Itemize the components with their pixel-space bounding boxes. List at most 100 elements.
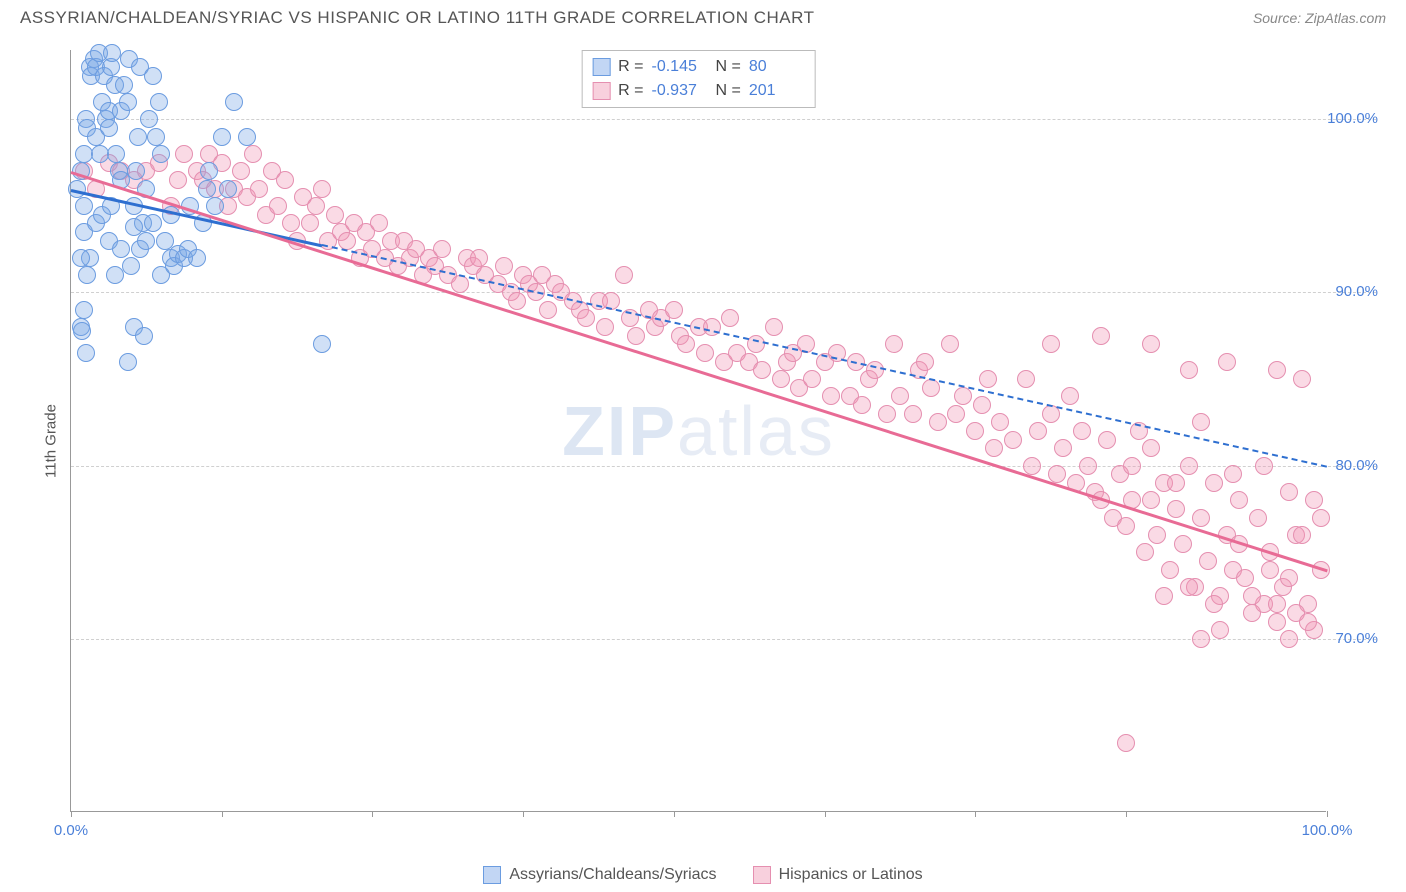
series2-point	[313, 180, 331, 198]
x-tick	[825, 811, 826, 817]
series2-point	[1142, 439, 1160, 457]
series1-point	[135, 327, 153, 345]
series2-point	[916, 353, 934, 371]
series2-point	[1180, 457, 1198, 475]
series2-point	[1236, 569, 1254, 587]
r-value: -0.145	[652, 55, 708, 79]
series2-point	[508, 292, 526, 310]
series2-point	[169, 171, 187, 189]
series2-point	[596, 318, 614, 336]
series2-point	[627, 327, 645, 345]
series1-point	[140, 110, 158, 128]
series2-point	[232, 162, 250, 180]
series2-point	[1161, 561, 1179, 579]
stats-row: R =-0.937N =201	[592, 79, 805, 103]
series2-point	[577, 309, 595, 327]
series2-point	[1280, 483, 1298, 501]
series2-point	[1192, 630, 1210, 648]
correlation-stats-box: R =-0.145N =80R =-0.937N =201	[581, 50, 816, 108]
series2-point	[1218, 353, 1236, 371]
series2-point	[1142, 491, 1160, 509]
r-label: R =	[618, 79, 643, 103]
series1-point	[91, 145, 109, 163]
series2-point	[301, 214, 319, 232]
series2-point	[1180, 578, 1198, 596]
series2-point	[1117, 517, 1135, 535]
y-tick-label: 100.0%	[1327, 110, 1378, 127]
series2-point	[772, 370, 790, 388]
series1-point	[77, 344, 95, 362]
x-tick	[975, 811, 976, 817]
series1-point	[198, 180, 216, 198]
series2-point	[1243, 587, 1261, 605]
series1-point	[112, 240, 130, 258]
series2-point	[1061, 387, 1079, 405]
series2-point	[979, 370, 997, 388]
series2-point	[885, 335, 903, 353]
series1-point	[100, 119, 118, 137]
r-label: R =	[618, 55, 643, 79]
series2-point	[765, 318, 783, 336]
series1-point	[75, 301, 93, 319]
series2-point	[1117, 734, 1135, 752]
chart-title: ASSYRIAN/CHALDEAN/SYRIAC VS HISPANIC OR …	[20, 8, 814, 28]
series2-point	[1255, 457, 1273, 475]
series2-point	[822, 387, 840, 405]
series2-point	[803, 370, 821, 388]
series2-point	[1293, 370, 1311, 388]
legend-label: Hispanics or Latinos	[779, 866, 923, 884]
watermark-bold: ZIP	[562, 392, 677, 470]
series2-point	[753, 361, 771, 379]
chart-area: 11th Grade ZIPatlas R =-0.145N =80R =-0.…	[20, 40, 1386, 842]
grid-line: 100.0%	[71, 119, 1376, 120]
series2-point	[1180, 361, 1198, 379]
series1-point	[127, 162, 145, 180]
x-tick-label: 0.0%	[54, 822, 88, 839]
series1-point	[119, 353, 137, 371]
series2-point	[677, 335, 695, 353]
series2-point	[1205, 595, 1223, 613]
series1-point	[225, 93, 243, 111]
series1-point	[213, 128, 231, 146]
watermark-rest: atlas	[677, 392, 835, 470]
series2-point	[1192, 413, 1210, 431]
stats-swatch	[592, 82, 610, 100]
series2-point	[1224, 465, 1242, 483]
stats-swatch	[592, 58, 610, 76]
series1-point	[137, 232, 155, 250]
series2-point	[338, 232, 356, 250]
series1-point	[75, 145, 93, 163]
series1-point	[152, 145, 170, 163]
series1-point	[119, 93, 137, 111]
y-tick-label: 90.0%	[1335, 283, 1378, 300]
series2-point	[853, 396, 871, 414]
series2-point	[1048, 465, 1066, 483]
series2-point	[1199, 552, 1217, 570]
series2-point	[1268, 361, 1286, 379]
series1-point	[106, 266, 124, 284]
series1-point	[72, 249, 90, 267]
series1-point	[78, 266, 96, 284]
series2-point	[966, 422, 984, 440]
series2-point	[1098, 431, 1116, 449]
series2-point	[1280, 630, 1298, 648]
series2-point	[1079, 457, 1097, 475]
legend-swatch	[483, 866, 501, 884]
series2-point	[1123, 457, 1141, 475]
series2-point	[1211, 621, 1229, 639]
series2-point	[891, 387, 909, 405]
series2-point	[175, 145, 193, 163]
series2-point	[1280, 569, 1298, 587]
series2-point	[1249, 509, 1267, 527]
series1-point	[200, 162, 218, 180]
legend-item: Hispanics or Latinos	[753, 866, 923, 884]
series2-point	[929, 413, 947, 431]
y-tick-label: 70.0%	[1335, 630, 1378, 647]
series2-point	[1142, 335, 1160, 353]
series2-point	[1268, 595, 1286, 613]
n-value: 201	[749, 79, 805, 103]
r-value: -0.937	[652, 79, 708, 103]
series1-point	[75, 197, 93, 215]
series2-point	[276, 171, 294, 189]
series2-point	[326, 206, 344, 224]
